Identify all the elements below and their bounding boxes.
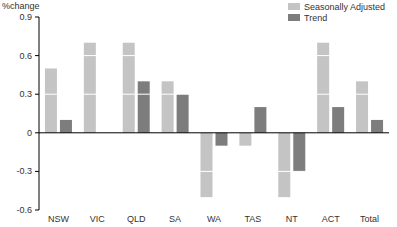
grid-line <box>39 55 389 56</box>
bar <box>356 81 368 132</box>
y-axis-label: %change <box>2 1 40 11</box>
bar <box>138 81 150 132</box>
y-tick-label: 0.3 <box>19 89 32 99</box>
bar <box>278 133 290 197</box>
y-tick <box>35 132 39 133</box>
legend-swatch <box>288 14 300 21</box>
legend-label: Seasonally Adjusted <box>304 2 385 12</box>
y-tick <box>35 17 39 18</box>
legend-swatch <box>288 3 300 10</box>
legend-label: Trend <box>304 13 327 23</box>
y-tick-label: 0.9 <box>19 12 32 22</box>
x-tick-label: VIC <box>90 214 106 224</box>
y-tick-label: 0 <box>27 128 32 138</box>
bar <box>254 107 266 133</box>
bar <box>162 81 174 132</box>
bar <box>45 68 57 132</box>
y-tick <box>35 55 39 56</box>
y-tick <box>35 210 39 211</box>
y-tick-label: 0.6 <box>19 51 32 61</box>
bar <box>84 43 96 133</box>
y-axis <box>39 17 40 210</box>
bar <box>293 133 305 172</box>
bar <box>317 43 329 133</box>
bar <box>123 43 135 133</box>
y-tick-label: -0.3 <box>16 166 32 176</box>
grid-line <box>39 171 389 172</box>
bars <box>45 43 383 197</box>
x-tick-label: Total <box>360 214 379 224</box>
x-tick-label: NSW <box>48 214 70 224</box>
y-tick <box>35 171 39 172</box>
grid-line <box>39 210 389 211</box>
y-tick <box>35 94 39 95</box>
zero-line <box>39 132 389 133</box>
grid-line <box>39 17 389 18</box>
grid-line <box>39 94 389 95</box>
x-tick-label: NT <box>286 214 298 224</box>
x-tick-label: WA <box>207 214 221 224</box>
chart: %change -0.6 -0.3 0 0.3 0.6 0.9 NSW VIC QLD SA WA TA… <box>0 0 397 227</box>
bar <box>177 94 189 133</box>
x-tick-label: TAS <box>244 214 261 224</box>
bar <box>239 133 251 146</box>
x-tick-label: SA <box>169 214 181 224</box>
bar <box>201 133 213 197</box>
bar <box>371 120 383 133</box>
y-tick-label: -0.6 <box>16 205 32 215</box>
x-tick-label: QLD <box>127 214 146 224</box>
bar <box>332 107 344 133</box>
x-tick-label: ACT <box>322 214 341 224</box>
bar <box>216 133 228 146</box>
bar <box>60 120 72 133</box>
